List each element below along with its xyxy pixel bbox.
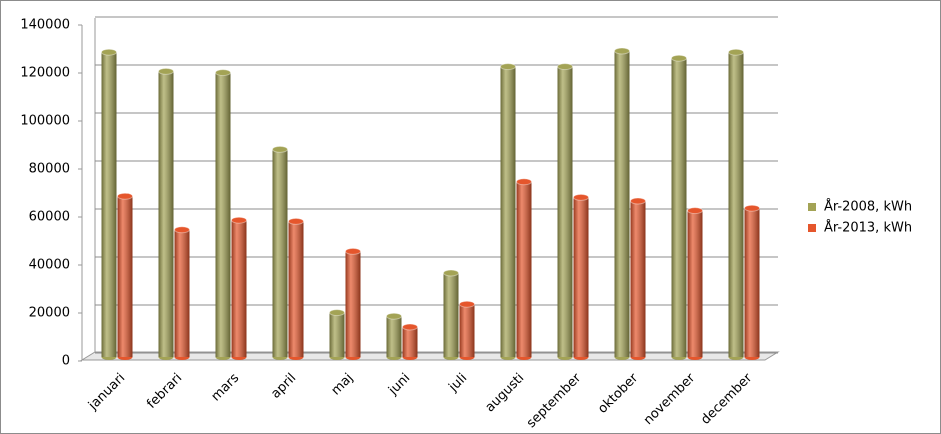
bar-shade xyxy=(272,149,288,357)
y-tick-label: 100000 xyxy=(20,114,70,129)
bar-cap xyxy=(402,323,418,331)
bar-shade xyxy=(459,304,475,357)
legend-swatch xyxy=(808,224,816,232)
bar-cap xyxy=(443,269,459,277)
bar-cap xyxy=(630,197,646,205)
bar-shade xyxy=(614,51,630,357)
bar-cap xyxy=(728,48,744,56)
bar-shade xyxy=(516,181,532,357)
bar-cap xyxy=(158,67,174,75)
bar-cap xyxy=(329,309,345,317)
bar-cap xyxy=(345,247,361,255)
floor xyxy=(80,351,780,361)
legend-swatch xyxy=(808,203,816,211)
bar-shade xyxy=(573,197,589,357)
bar-shade xyxy=(174,229,190,357)
bar-shade xyxy=(728,52,744,357)
bar-shade xyxy=(231,220,247,357)
legend-label: År-2013, kWh xyxy=(824,220,912,236)
y-tick-label: 80000 xyxy=(29,162,70,177)
bar-shade xyxy=(288,221,304,357)
bar-shade xyxy=(117,196,133,357)
bar-shade xyxy=(101,52,117,357)
bar-cap xyxy=(573,193,589,201)
bar-shade xyxy=(215,72,231,357)
bar-shade xyxy=(402,327,418,357)
legend-label: År-2008, kWh xyxy=(824,199,912,215)
y-tick-label: 20000 xyxy=(29,306,70,321)
bar-cap xyxy=(215,69,231,77)
bar-shade xyxy=(329,312,345,357)
y-tick-label: 60000 xyxy=(29,210,70,225)
bar-shade xyxy=(158,71,174,358)
bar-shade xyxy=(671,58,687,357)
bar-cap xyxy=(671,54,687,62)
y-tick-label: 0 xyxy=(62,354,70,369)
y-tick-label: 40000 xyxy=(29,258,70,273)
bar-cap xyxy=(174,226,190,234)
bar-cap xyxy=(557,63,573,71)
bar-cap xyxy=(288,217,304,225)
bar-cap xyxy=(614,47,630,55)
bar-shade xyxy=(744,208,760,357)
bar-shade xyxy=(386,316,402,357)
bar-shade xyxy=(557,66,573,357)
bar-shade xyxy=(345,251,361,357)
bar-shade xyxy=(630,201,646,357)
bar-cap xyxy=(101,48,117,56)
bar-cap xyxy=(744,204,760,212)
bar-cap xyxy=(687,207,703,215)
bar-shade xyxy=(687,210,703,357)
bar-shade xyxy=(500,66,516,357)
bar-cap xyxy=(459,300,475,308)
bar-cap xyxy=(272,145,288,153)
bar-cap xyxy=(516,178,532,186)
bar-cap xyxy=(231,216,247,224)
y-tick-label: 140000 xyxy=(20,18,70,33)
bar-shade xyxy=(443,273,459,357)
bar-cap xyxy=(500,63,516,71)
y-tick-label: 120000 xyxy=(20,66,70,81)
bar-cap xyxy=(386,312,402,320)
bar-cap xyxy=(117,192,133,200)
